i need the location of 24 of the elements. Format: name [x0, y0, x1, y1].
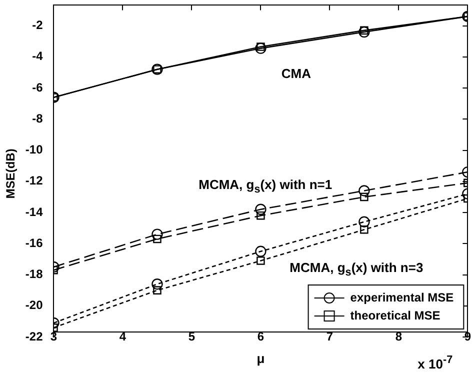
text: x 10$^{-7}$: [418, 354, 453, 372]
x-tick-label: 8: [395, 330, 402, 344]
annotation: MCMA, g$_{s}$(x) with n=3: [290, 260, 424, 279]
y-tick-label: -14: [25, 204, 44, 219]
annotation: MCMA, g$_{s}$(x) with n=1: [198, 176, 332, 196]
y-tick-label: -2: [32, 18, 44, 32]
legend-label: theoretical MSE: [350, 308, 440, 322]
x-axis-title: μ: [256, 350, 265, 366]
x-tick-label: 6: [257, 330, 264, 344]
y-tick-label: -12: [25, 174, 44, 188]
legend-label: experimental MSE: [350, 290, 454, 304]
x-tick-label: 5: [188, 330, 196, 344]
y-tick-label: -20: [25, 298, 44, 312]
y-tick-label: -22: [25, 329, 44, 344]
y-tick-label: -6: [32, 80, 44, 94]
x-tick-label: 7: [326, 330, 334, 344]
y-tick-label: -8: [32, 111, 44, 126]
y-axis-title: MSE(dB): [4, 148, 18, 199]
y-tick-label: -4: [32, 49, 44, 64]
y-tick-label: -10: [25, 142, 44, 157]
y-tick-label: -18: [25, 267, 44, 282]
annotation: CMA: [281, 66, 311, 81]
y-tick-label: -16: [25, 236, 44, 250]
x-tick-label: 4: [119, 330, 126, 344]
